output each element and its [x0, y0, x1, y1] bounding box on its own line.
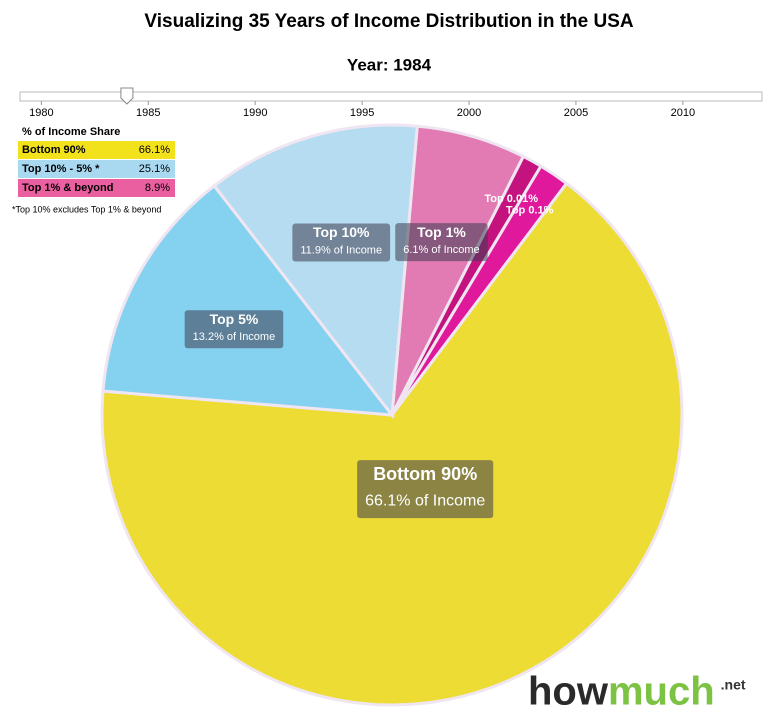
slice-value: 6.1% of Income: [403, 244, 479, 256]
slice-name: Bottom 90%: [373, 464, 477, 484]
legend-value: 8.9%: [145, 182, 170, 194]
logo-part: .net: [721, 677, 746, 693]
label-box: [184, 310, 284, 349]
pie-slice: [212, 123, 419, 419]
slice-name: Top 1%: [417, 224, 466, 240]
slice-value: 66.1% of Income: [365, 492, 485, 509]
slice-name: Top 0.01%: [484, 193, 538, 205]
year-label: Year: 1984: [347, 55, 432, 74]
slice-label: Top 10% 11.9% of Income: [292, 223, 391, 262]
legend-row: [18, 141, 175, 159]
slider-track[interactable]: [19, 91, 763, 102]
legend-name: Top 10% - 5% *: [22, 163, 100, 175]
slider-tick-label: 2000: [457, 107, 481, 119]
slice-value: 11.9% of Income: [300, 244, 382, 256]
legend-name: Bottom 90%: [22, 144, 86, 156]
legend-note: *Top 10% excludes Top 1% & beyond: [12, 204, 161, 214]
legend-row: [18, 179, 175, 197]
title: Visualizing 35 Years of Income Distribut…: [144, 11, 633, 32]
logo-part: how: [528, 670, 609, 714]
pie: Top 1% 6.1% of Income Top 0.01%Top 0.1% Bot…: [100, 123, 684, 707]
slice-name: Top 10%: [313, 224, 370, 240]
label-box: [357, 460, 494, 519]
legend-row: [18, 160, 175, 178]
legend-title: % of Income Share: [22, 126, 120, 138]
slider-tick-label: 2010: [671, 107, 695, 119]
slice-label: Top 0.1%: [506, 204, 554, 216]
slider-tick-label: 2005: [564, 107, 588, 119]
slice-value: 13.2% of Income: [193, 331, 276, 343]
logo: how much .net: [528, 670, 746, 714]
slider-tick-label: 1990: [243, 107, 267, 119]
legend-value: 66.1%: [139, 144, 170, 156]
label-box: [395, 223, 488, 262]
slice-name: Top 5%: [210, 311, 259, 327]
legend-table: % of Income Share Bottom 90% 66.1% Top 10% …: [12, 126, 175, 214]
pie-slice: [100, 181, 684, 707]
logo-part: much: [608, 670, 715, 714]
slider-tick-label: 1995: [350, 107, 374, 119]
slice-label: Bottom 90% 66.1% of Income: [357, 460, 494, 519]
slider-tick-label: 1985: [136, 107, 160, 119]
slider-thumb[interactable]: [120, 87, 134, 105]
slice-name: Top 0.1%: [506, 204, 554, 216]
label-box: [292, 223, 391, 262]
slider-tick-label: 1980: [29, 107, 53, 119]
slice-label: Top 5% 13.2% of Income: [184, 310, 284, 349]
legend-value: 25.1%: [139, 163, 170, 175]
pie-slice: [101, 183, 396, 417]
slice-label: Top 0.01%: [484, 193, 538, 205]
slice-label: Top 1% 6.1% of Income: [395, 223, 488, 262]
legend-name: Top 1% & beyond: [22, 182, 113, 194]
